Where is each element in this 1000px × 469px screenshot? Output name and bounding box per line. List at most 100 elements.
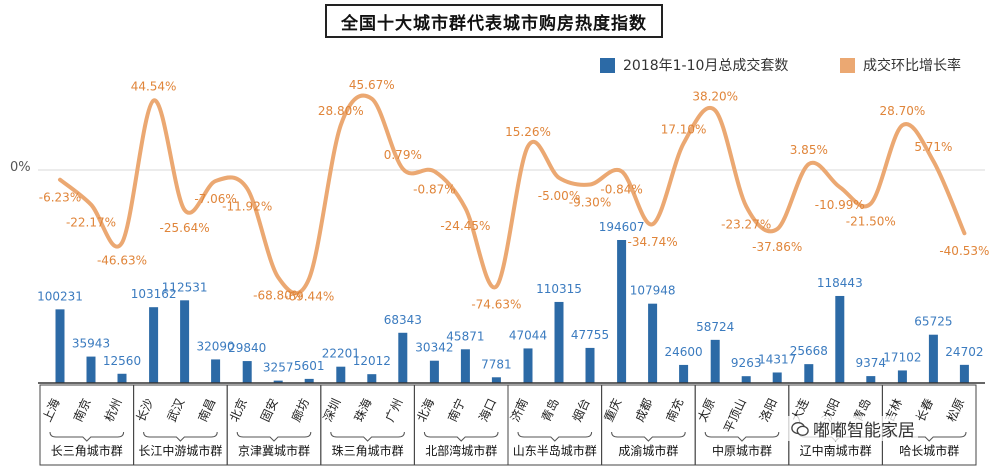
city-label: 洛阳: [756, 396, 780, 424]
growth-value-label: 28.80%: [318, 104, 364, 118]
growth-value-label: 44.54%: [131, 80, 177, 94]
bar-value-label: 100231: [37, 289, 83, 303]
city-label: 北京: [227, 396, 250, 424]
city-label: 南宁: [444, 396, 468, 424]
bar-value-label: 30342: [415, 341, 453, 355]
group-bracket: [423, 431, 499, 442]
bar-value-label: 7781: [481, 357, 512, 371]
bar-23: [772, 372, 782, 383]
group-bracket: [704, 431, 780, 442]
growth-value-label: -9.30%: [569, 196, 611, 210]
bar-0: [55, 309, 65, 383]
city-label: 南京: [70, 396, 94, 424]
bar-15: [523, 348, 533, 383]
bar-value-label: 65725: [914, 315, 952, 329]
bar-value-label: 12560: [103, 354, 141, 368]
city-label: 松原: [944, 396, 967, 424]
growth-value-label: -10.99%: [815, 198, 865, 212]
bar-value-label: 12012: [353, 354, 391, 368]
city-label: 广州: [383, 396, 406, 424]
bar-value-label: 103162: [131, 287, 177, 301]
city-label: 太原: [694, 396, 718, 424]
group-label: 珠三角城市群: [332, 443, 404, 458]
growth-value-label: 38.20%: [692, 89, 738, 103]
city-label: 南充: [663, 396, 687, 424]
bar-1: [86, 356, 96, 383]
bar-4: [180, 300, 190, 383]
bar-21: [710, 339, 720, 383]
bar-2: [117, 373, 127, 383]
city-label: 北海: [413, 396, 437, 424]
legend-growth: 成交环比增长率: [840, 55, 961, 75]
group-bracket: [330, 431, 405, 442]
group-label: 成渝城市群: [618, 443, 678, 458]
bar-29: [959, 364, 969, 383]
bar-value-label: 107948: [630, 284, 676, 298]
group-bracket: [143, 431, 218, 442]
group-label: 长三角城市群: [51, 443, 123, 458]
city-label: 廊坊: [288, 396, 312, 424]
legend-sales-swatch: [600, 57, 615, 73]
bar-value-label: 58724: [696, 320, 734, 334]
bar-value-label: 24702: [945, 345, 983, 359]
bar-11: [398, 332, 408, 383]
bar-value-label: 29840: [228, 341, 266, 355]
bar-value-label: 22201: [322, 347, 360, 361]
city-label: 深圳: [321, 396, 344, 424]
growth-value-label: -46.63%: [97, 254, 147, 268]
group-label: 辽中南城市群: [800, 443, 872, 458]
growth-value-label: -40.53%: [939, 244, 989, 258]
growth-value-label: 28.70%: [880, 104, 926, 118]
bar-16: [554, 301, 564, 383]
growth-value-label: -11.92%: [222, 200, 272, 214]
bar-value-label: 118443: [817, 276, 863, 290]
group-label: 长江中游城市群: [138, 443, 222, 458]
growth-value-label: -69.44%: [284, 289, 334, 303]
bar-28: [928, 334, 938, 383]
city-label: 长沙: [133, 396, 156, 424]
growth-value-label: 0.79%: [384, 148, 422, 162]
group-label: 中原城市群: [712, 443, 772, 458]
group-label: 京津冀城市群: [238, 443, 310, 458]
growth-value-label: -23.27%: [721, 217, 771, 231]
city-label: 上海: [39, 396, 63, 424]
bar-7: [273, 380, 283, 383]
group-bracket: [611, 431, 686, 442]
bar-14: [491, 377, 501, 383]
city-label: 杭州: [101, 396, 125, 424]
bar-18: [617, 240, 627, 383]
legend-growth-swatch: [840, 57, 855, 73]
bar-value-label: 110315: [536, 282, 582, 296]
city-label: 珠海: [351, 396, 375, 424]
bar-22: [741, 376, 751, 383]
bar-value-label: 194607: [599, 220, 645, 234]
bar-value-label: 35943: [72, 337, 110, 351]
bar-value-label: 47755: [571, 328, 609, 342]
city-label: 重庆: [601, 396, 624, 424]
growth-value-label: 15.26%: [505, 125, 551, 139]
growth-value-label: -24.45%: [440, 219, 490, 233]
bar-value-label: 9374: [856, 356, 887, 370]
city-label: 平顶山: [721, 396, 749, 435]
bar-5: [211, 359, 221, 383]
bar-17: [585, 347, 595, 383]
growth-value-label: 45.67%: [349, 78, 395, 92]
bar-12: [429, 360, 439, 383]
growth-value-label: -74.63%: [471, 297, 521, 311]
legend-sales-label: 2018年1-10月总成交套数: [623, 58, 789, 74]
growth-value-label: -7.06%: [194, 192, 236, 206]
wechat-icon: [791, 421, 809, 436]
bar-27: [897, 370, 907, 383]
city-label: 烟台: [569, 396, 593, 424]
bar-value-label: 25668: [790, 344, 828, 358]
city-label: 海口: [475, 396, 499, 424]
bar-value-label: 112531: [162, 280, 208, 294]
legend-sales: 2018年1-10月总成交套数: [600, 55, 788, 75]
legend-growth-label: 成交环比增长率: [863, 58, 961, 74]
growth-value-label: -34.74%: [628, 235, 678, 249]
growth-value-label: -21.50%: [846, 215, 896, 229]
growth-value-label: -5.00%: [538, 189, 580, 203]
bar-10: [367, 374, 377, 383]
bar-9: [336, 366, 346, 383]
